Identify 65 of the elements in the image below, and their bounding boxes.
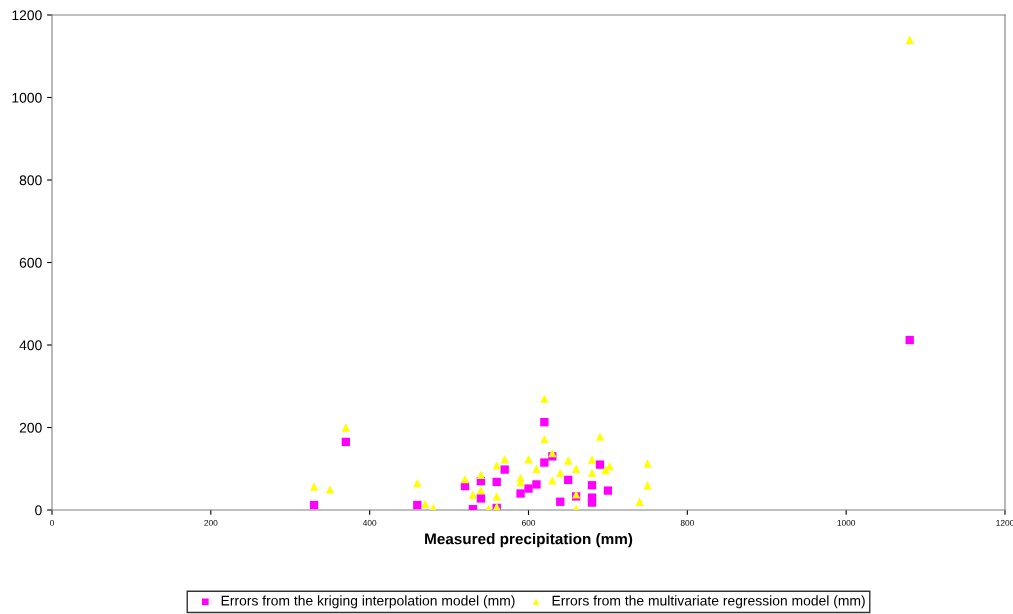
x-axis-title: Measured precipitation (mm) (425, 533, 633, 548)
point (603, 486, 613, 495)
legend-label: Errors from the multivariate regression model (mm) (552, 595, 865, 609)
point (595, 432, 605, 441)
y-tick-label: 200 (19, 422, 42, 433)
point (643, 481, 652, 490)
x-tick-label: 0 (50, 519, 54, 526)
point (500, 465, 509, 474)
point (492, 477, 501, 487)
point (540, 458, 549, 467)
point (492, 461, 501, 470)
point (341, 423, 351, 432)
point (516, 473, 525, 482)
point (540, 394, 549, 403)
point (540, 434, 549, 444)
point (564, 475, 573, 485)
x-tick-label: 400 (362, 519, 377, 526)
y-tick-label: 1200 (12, 10, 42, 21)
y-tick-label: 1000 (12, 92, 42, 103)
point (476, 470, 486, 480)
point (476, 486, 486, 495)
point (595, 460, 605, 469)
point (587, 468, 597, 478)
point (492, 492, 501, 501)
legend-label: Errors from the kriging interpolation model (mm) (221, 595, 515, 609)
point (524, 484, 533, 493)
point (532, 480, 541, 489)
point (532, 464, 541, 473)
point (548, 476, 557, 485)
point (587, 498, 597, 507)
point (325, 485, 335, 494)
point (605, 462, 614, 471)
point (341, 437, 351, 447)
x-tick-label: 1200 (996, 519, 1013, 526)
y-tick-label: 800 (19, 175, 42, 186)
point (905, 335, 914, 345)
point (587, 455, 597, 464)
point (468, 490, 478, 499)
point (309, 482, 319, 491)
point (413, 500, 422, 510)
point (905, 35, 914, 44)
point (587, 481, 597, 490)
point (516, 489, 525, 498)
point (635, 497, 644, 506)
y-tick-label: 0 (35, 505, 42, 516)
point (643, 459, 652, 468)
point (476, 494, 486, 503)
point (548, 448, 557, 458)
y-tick-label: 400 (19, 340, 42, 351)
point (500, 455, 509, 464)
point (571, 464, 581, 473)
x-tick-label: 800 (680, 519, 694, 526)
point (309, 500, 319, 510)
point (421, 499, 430, 508)
point (460, 474, 470, 484)
point (540, 417, 549, 427)
point (413, 479, 422, 488)
point (564, 456, 573, 465)
point (556, 468, 565, 478)
y-tick-label: 600 (19, 257, 42, 268)
point (556, 497, 565, 506)
x-tick-label: 200 (204, 519, 218, 526)
x-tick-label: 600 (521, 519, 536, 526)
point (524, 455, 533, 464)
x-tick-label: 1000 (837, 519, 856, 526)
